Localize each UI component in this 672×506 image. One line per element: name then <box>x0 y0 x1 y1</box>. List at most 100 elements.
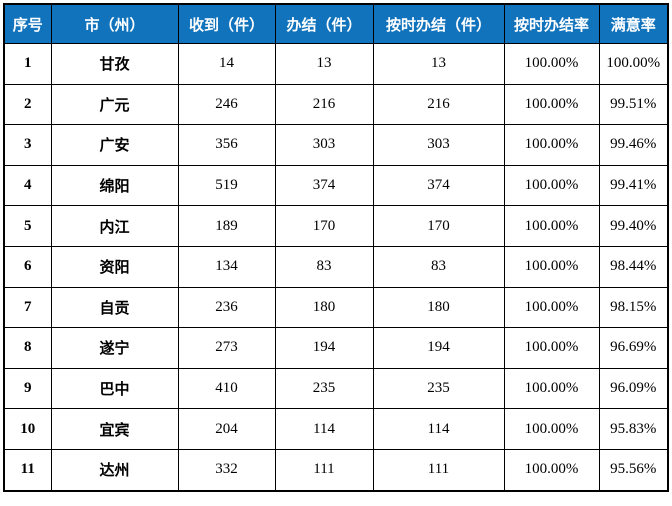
table-row: 6 资阳 134 83 83 100.00% 98.44% <box>3 245 669 288</box>
completed-cell: 180 <box>274 286 374 329</box>
on-time-cell: 83 <box>372 245 505 288</box>
received-cell: 332 <box>177 448 276 492</box>
satisfaction-cell: 99.40% <box>598 205 669 247</box>
on-time-rate-cell: 100.00% <box>503 448 600 492</box>
on-time-rate-cell: 100.00% <box>503 124 600 166</box>
on-time-rate-cell: 100.00% <box>503 367 600 410</box>
completed-cell: 170 <box>274 205 374 247</box>
satisfaction-cell: 98.44% <box>598 245 669 288</box>
column-header-received: 收到（件） <box>177 3 276 44</box>
serial-cell: 3 <box>3 124 52 166</box>
table-header: 序号 市（州） 收到（件） 办结（件） 按时办结（件） 按时办结率 满意率 <box>3 3 669 44</box>
on-time-cell: 374 <box>372 164 505 207</box>
city-cell: 宜宾 <box>50 408 179 450</box>
column-header-serial: 序号 <box>3 3 52 44</box>
satisfaction-cell: 95.83% <box>598 408 669 450</box>
city-cell: 达州 <box>50 448 179 492</box>
satisfaction-cell: 100.00% <box>598 43 669 85</box>
serial-cell: 9 <box>3 367 52 410</box>
city-cell: 广元 <box>50 83 179 126</box>
city-cell: 内江 <box>50 205 179 247</box>
on-time-rate-cell: 100.00% <box>503 43 600 85</box>
on-time-rate-cell: 100.00% <box>503 245 600 288</box>
received-cell: 134 <box>177 245 276 288</box>
serial-cell: 6 <box>3 245 52 288</box>
completed-cell: 114 <box>274 408 374 450</box>
serial-cell: 1 <box>3 43 52 85</box>
on-time-cell: 235 <box>372 367 505 410</box>
on-time-rate-cell: 100.00% <box>503 83 600 126</box>
received-cell: 236 <box>177 286 276 329</box>
satisfaction-cell: 96.09% <box>598 367 669 410</box>
on-time-rate-cell: 100.00% <box>503 408 600 450</box>
on-time-rate-cell: 100.00% <box>503 327 600 369</box>
serial-cell: 4 <box>3 164 52 207</box>
serial-cell: 8 <box>3 327 52 369</box>
serial-cell: 10 <box>3 408 52 450</box>
completed-cell: 374 <box>274 164 374 207</box>
serial-cell: 11 <box>3 448 52 492</box>
completed-cell: 235 <box>274 367 374 410</box>
received-cell: 519 <box>177 164 276 207</box>
column-header-on-time: 按时办结（件） <box>372 3 505 44</box>
on-time-cell: 303 <box>372 124 505 166</box>
completed-cell: 303 <box>274 124 374 166</box>
on-time-cell: 114 <box>372 408 505 450</box>
satisfaction-cell: 98.15% <box>598 286 669 329</box>
column-header-satisfaction: 满意率 <box>598 3 669 44</box>
on-time-cell: 111 <box>372 448 505 492</box>
received-cell: 246 <box>177 83 276 126</box>
serial-cell: 2 <box>3 83 52 126</box>
received-cell: 410 <box>177 367 276 410</box>
table-row: 7 自贡 236 180 180 100.00% 98.15% <box>3 286 669 329</box>
on-time-rate-cell: 100.00% <box>503 205 600 247</box>
satisfaction-cell: 99.41% <box>598 164 669 207</box>
serial-cell: 7 <box>3 286 52 329</box>
city-cell: 广安 <box>50 124 179 166</box>
on-time-rate-cell: 100.00% <box>503 286 600 329</box>
received-cell: 14 <box>177 43 276 85</box>
completed-cell: 111 <box>274 448 374 492</box>
table-row: 3 广安 356 303 303 100.00% 99.46% <box>3 124 669 166</box>
city-cell: 甘孜 <box>50 43 179 85</box>
completed-cell: 216 <box>274 83 374 126</box>
received-cell: 189 <box>177 205 276 247</box>
on-time-cell: 13 <box>372 43 505 85</box>
on-time-rate-cell: 100.00% <box>503 164 600 207</box>
city-cell: 资阳 <box>50 245 179 288</box>
received-cell: 204 <box>177 408 276 450</box>
column-header-city: 市（州） <box>50 3 179 44</box>
on-time-cell: 216 <box>372 83 505 126</box>
satisfaction-cell: 99.46% <box>598 124 669 166</box>
table-row: 5 内江 189 170 170 100.00% 99.40% <box>3 205 669 247</box>
column-header-completed: 办结（件） <box>274 3 374 44</box>
table-row: 4 绵阳 519 374 374 100.00% 99.41% <box>3 164 669 207</box>
completed-cell: 194 <box>274 327 374 369</box>
table-body: 1 甘孜 14 13 13 100.00% 100.00% 2 广元 246 216 216 100.0… <box>3 43 669 492</box>
column-header-on-time-rate: 按时办结率 <box>503 3 600 44</box>
completed-cell: 83 <box>274 245 374 288</box>
on-time-cell: 180 <box>372 286 505 329</box>
table-row: 11 达州 332 111 111 100.00% 95.56% <box>3 448 669 492</box>
satisfaction-cell: 99.51% <box>598 83 669 126</box>
on-time-cell: 170 <box>372 205 505 247</box>
table-row: 9 巴中 410 235 235 100.00% 96.09% <box>3 367 669 410</box>
satisfaction-cell: 96.69% <box>598 327 669 369</box>
serial-cell: 5 <box>3 205 52 247</box>
city-cell: 自贡 <box>50 286 179 329</box>
city-cell: 遂宁 <box>50 327 179 369</box>
on-time-cell: 194 <box>372 327 505 369</box>
satisfaction-cell: 95.56% <box>598 448 669 492</box>
city-cell: 绵阳 <box>50 164 179 207</box>
table-row: 10 宜宾 204 114 114 100.00% 95.83% <box>3 408 669 450</box>
city-cell: 巴中 <box>50 367 179 410</box>
completed-cell: 13 <box>274 43 374 85</box>
table-row: 8 遂宁 273 194 194 100.00% 96.69% <box>3 327 669 369</box>
received-cell: 356 <box>177 124 276 166</box>
table-row: 1 甘孜 14 13 13 100.00% 100.00% <box>3 43 669 85</box>
received-cell: 273 <box>177 327 276 369</box>
header-row: 序号 市（州） 收到（件） 办结（件） 按时办结（件） 按时办结率 满意率 <box>3 3 669 44</box>
table-row: 2 广元 246 216 216 100.00% 99.51% <box>3 83 669 126</box>
